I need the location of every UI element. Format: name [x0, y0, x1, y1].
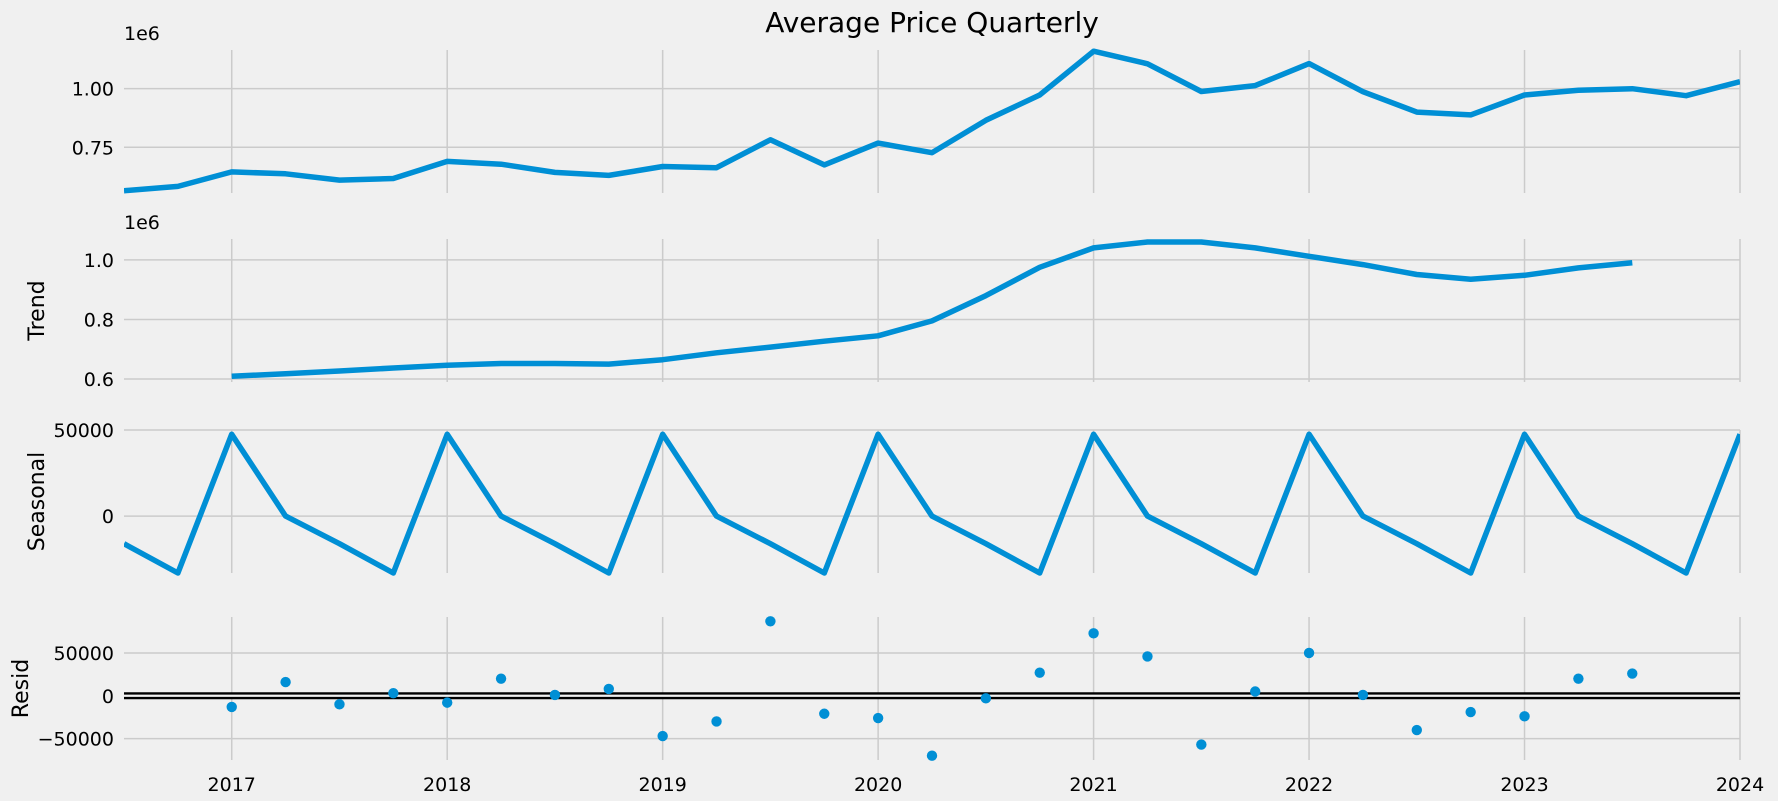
resid-point	[226, 701, 237, 713]
resid-point	[1573, 673, 1584, 684]
resid-point	[765, 616, 776, 627]
y-tick-label: 0.75	[72, 137, 114, 159]
y-tick-label: 0	[102, 686, 114, 708]
y-tick-label: 1.0	[84, 250, 114, 272]
axis-offset-label: 1e6	[124, 23, 160, 45]
y-axis-label: Trend	[25, 280, 50, 341]
x-tick-label: 2021	[1069, 774, 1117, 796]
resid-point	[1357, 689, 1369, 701]
series-line-trend	[231, 239, 1633, 380]
x-tick-label: 2018	[423, 774, 471, 796]
axis-offset-label: 1e6	[124, 212, 160, 234]
y-tick-label: 0.8	[84, 309, 114, 331]
y-tick-label: −50000	[38, 729, 114, 751]
x-tick-label: 2023	[1500, 774, 1548, 796]
chart-title: Average Price Quarterly	[765, 6, 1099, 39]
y-tick-label: 0.6	[84, 369, 114, 391]
resid-point	[1088, 628, 1099, 639]
x-tick-label: 2024	[1716, 774, 1764, 796]
resid-point	[1034, 667, 1045, 678]
x-tick-label: 2020	[854, 774, 902, 796]
y-tick-label: 50000	[54, 420, 114, 442]
resid-point	[1627, 668, 1638, 679]
y-axis-label: Seasonal	[25, 452, 50, 551]
series-line-seasonal	[124, 431, 1740, 576]
series-line-observed	[124, 48, 1740, 194]
x-tick-label: 2019	[638, 774, 686, 796]
y-tick-label: 1.00	[72, 79, 114, 101]
resid-point	[549, 689, 561, 701]
resid-point	[334, 699, 345, 710]
resid-point	[280, 676, 291, 688]
x-tick-label: 2017	[208, 774, 256, 796]
resid-point	[872, 712, 884, 724]
resid-point	[1465, 706, 1476, 718]
resid-point	[980, 693, 992, 704]
resid-point	[926, 750, 938, 761]
y-tick-label: 50000	[54, 643, 114, 665]
resid-point	[388, 688, 399, 699]
resid-point	[495, 673, 507, 684]
resid-point	[442, 697, 453, 708]
resid-point	[1303, 647, 1315, 659]
resid-point	[1196, 739, 1207, 750]
resid-point	[711, 716, 722, 727]
data-layer	[124, 48, 1740, 761]
resid-point	[1250, 686, 1261, 697]
resid-point	[819, 708, 830, 719]
resid-point	[603, 683, 614, 695]
grid-layer	[124, 50, 1741, 760]
y-axis-label: Resid	[9, 659, 34, 718]
resid-point	[1411, 724, 1423, 736]
y-tick-label: 0	[102, 506, 114, 528]
x-tick-label: 2022	[1285, 774, 1333, 796]
label-layer: 0.751.001e60.60.81.01e6Trend050000Season…	[9, 23, 1764, 796]
resid-point	[1519, 711, 1530, 722]
resid-point	[1142, 651, 1153, 662]
resid-point	[657, 730, 668, 742]
